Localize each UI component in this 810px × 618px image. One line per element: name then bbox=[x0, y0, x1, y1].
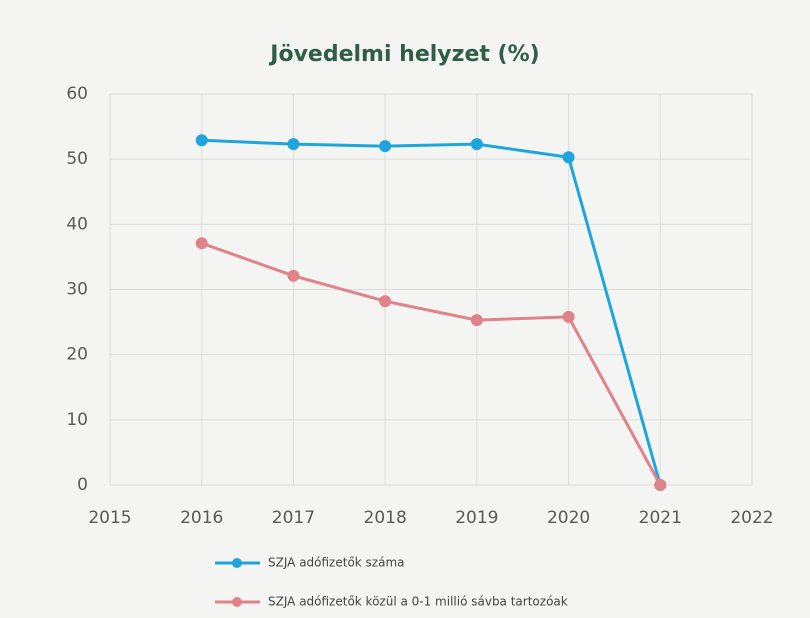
y-tick-label: 20 bbox=[66, 345, 88, 365]
data-point bbox=[654, 479, 667, 491]
y-tick-label: 50 bbox=[66, 149, 88, 169]
y-tick-label: 10 bbox=[66, 410, 88, 430]
data-point bbox=[562, 151, 575, 164]
data-point bbox=[379, 295, 392, 308]
series-line bbox=[201, 241, 662, 486]
legend-marker bbox=[232, 558, 242, 568]
data-point bbox=[195, 237, 208, 250]
legend-label: SZJA adófizetők száma bbox=[268, 556, 405, 570]
x-tick-label: 2020 bbox=[547, 508, 590, 528]
y-tick-label: 60 bbox=[66, 84, 88, 104]
data-point bbox=[470, 314, 483, 327]
y-tick-label: 0 bbox=[77, 475, 88, 495]
data-point bbox=[195, 134, 208, 147]
data-point bbox=[287, 138, 300, 151]
series-line bbox=[201, 138, 662, 486]
data-point bbox=[379, 140, 392, 153]
x-tick-label: 2017 bbox=[272, 508, 315, 528]
data-point bbox=[287, 269, 300, 282]
x-tick-label: 2021 bbox=[639, 508, 682, 528]
y-tick-label: 40 bbox=[66, 214, 88, 234]
x-tick-label: 2015 bbox=[88, 508, 131, 528]
x-tick-label: 2018 bbox=[364, 508, 407, 528]
legend-marker bbox=[232, 597, 242, 607]
y-tick-label: 30 bbox=[66, 280, 88, 300]
data-point bbox=[562, 310, 575, 323]
x-tick-label: 2022 bbox=[730, 508, 773, 528]
chart-title: Jövedelmi helyzet (%) bbox=[268, 42, 539, 67]
x-tick-label: 2016 bbox=[180, 508, 223, 528]
legend-label: SZJA adófizetők közül a 0-1 millió sávba… bbox=[268, 595, 568, 609]
data-point bbox=[470, 138, 483, 151]
x-tick-label: 2019 bbox=[455, 508, 498, 528]
